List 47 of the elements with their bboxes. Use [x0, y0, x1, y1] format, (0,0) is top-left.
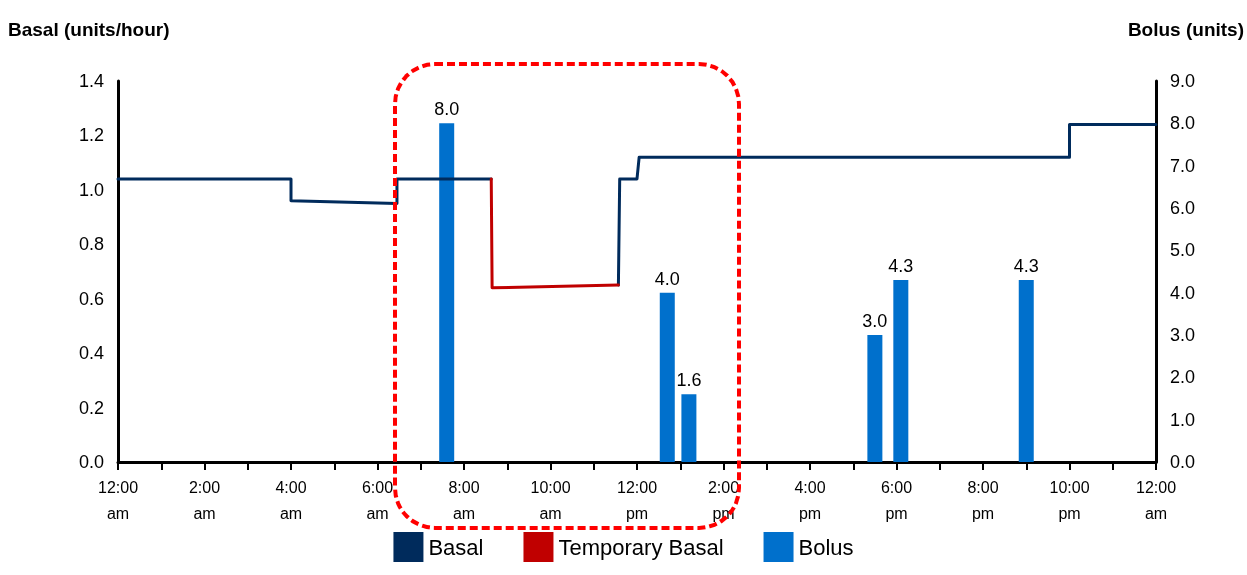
- y2-tick-label: 5.0: [1170, 240, 1196, 261]
- x-tick-label: 2:00 am: [188, 478, 221, 522]
- y2-tick-label: 9.0: [1170, 71, 1196, 91]
- y2-tick-label: 4.0: [1170, 282, 1196, 303]
- y2-tick-label: 6.0: [1170, 198, 1196, 218]
- y-tick-label: 1.4: [78, 71, 104, 91]
- x-tick-label: 6:00 am: [361, 478, 394, 522]
- x-tick-label: 12:00 pm: [616, 478, 658, 522]
- y-tick-label: 1.0: [78, 179, 104, 200]
- y2-tick-label: 2.0: [1170, 367, 1196, 388]
- bar: [893, 279, 909, 462]
- y-tick-label: 0.6: [78, 288, 104, 309]
- y-tick-label: 0.8: [78, 234, 104, 255]
- bar: [681, 394, 697, 462]
- y-axis-title: Basal (units/hour): [8, 19, 170, 40]
- legend-label: Basal: [428, 534, 484, 560]
- y-tick-label: 1.2: [78, 125, 104, 146]
- data-label: 4.3: [1013, 255, 1039, 276]
- x-tick-label: 10:00 pm: [1049, 478, 1090, 522]
- y2-tick-label: 1.0: [1170, 409, 1196, 430]
- legend-label: Bolus: [798, 534, 854, 560]
- x-tick-label: 12:00 am: [1135, 478, 1177, 522]
- y2-tick-label: 7.0: [1170, 155, 1196, 176]
- x-tick-label: 6:00 pm: [880, 478, 913, 522]
- y2-tick-label: 0.0: [1170, 452, 1196, 472]
- x-tick-label: 8:00 am: [448, 478, 480, 522]
- y2-tick-label: 8.0: [1170, 113, 1196, 134]
- data-label: 4.3: [888, 255, 914, 276]
- bar: [659, 292, 675, 462]
- legend-label: Temporary Basal: [558, 534, 724, 560]
- y-tick-label: 0.0: [78, 452, 104, 472]
- data-label: 1.6: [676, 370, 702, 391]
- data-label: 3.0: [862, 311, 888, 331]
- y-tick-label: 0.2: [78, 397, 104, 418]
- x-tick-label: 4:00 am: [275, 478, 307, 522]
- bar: [439, 123, 455, 462]
- y2-axis-title: Bolus (units): [1127, 19, 1244, 40]
- y-tick-label: 0.4: [78, 343, 104, 364]
- x-tick-label: 10:00 am: [530, 478, 571, 522]
- bar: [1018, 279, 1034, 462]
- x-tick-label: 8:00 pm: [967, 478, 999, 522]
- y2-tick-label: 3.0: [1170, 325, 1196, 345]
- bar: [867, 335, 883, 462]
- x-tick-label: 4:00 pm: [794, 478, 826, 522]
- data-label: 8.0: [434, 99, 460, 120]
- data-label: 4.0: [654, 268, 680, 289]
- x-tick-label: 12:00 am: [97, 478, 139, 522]
